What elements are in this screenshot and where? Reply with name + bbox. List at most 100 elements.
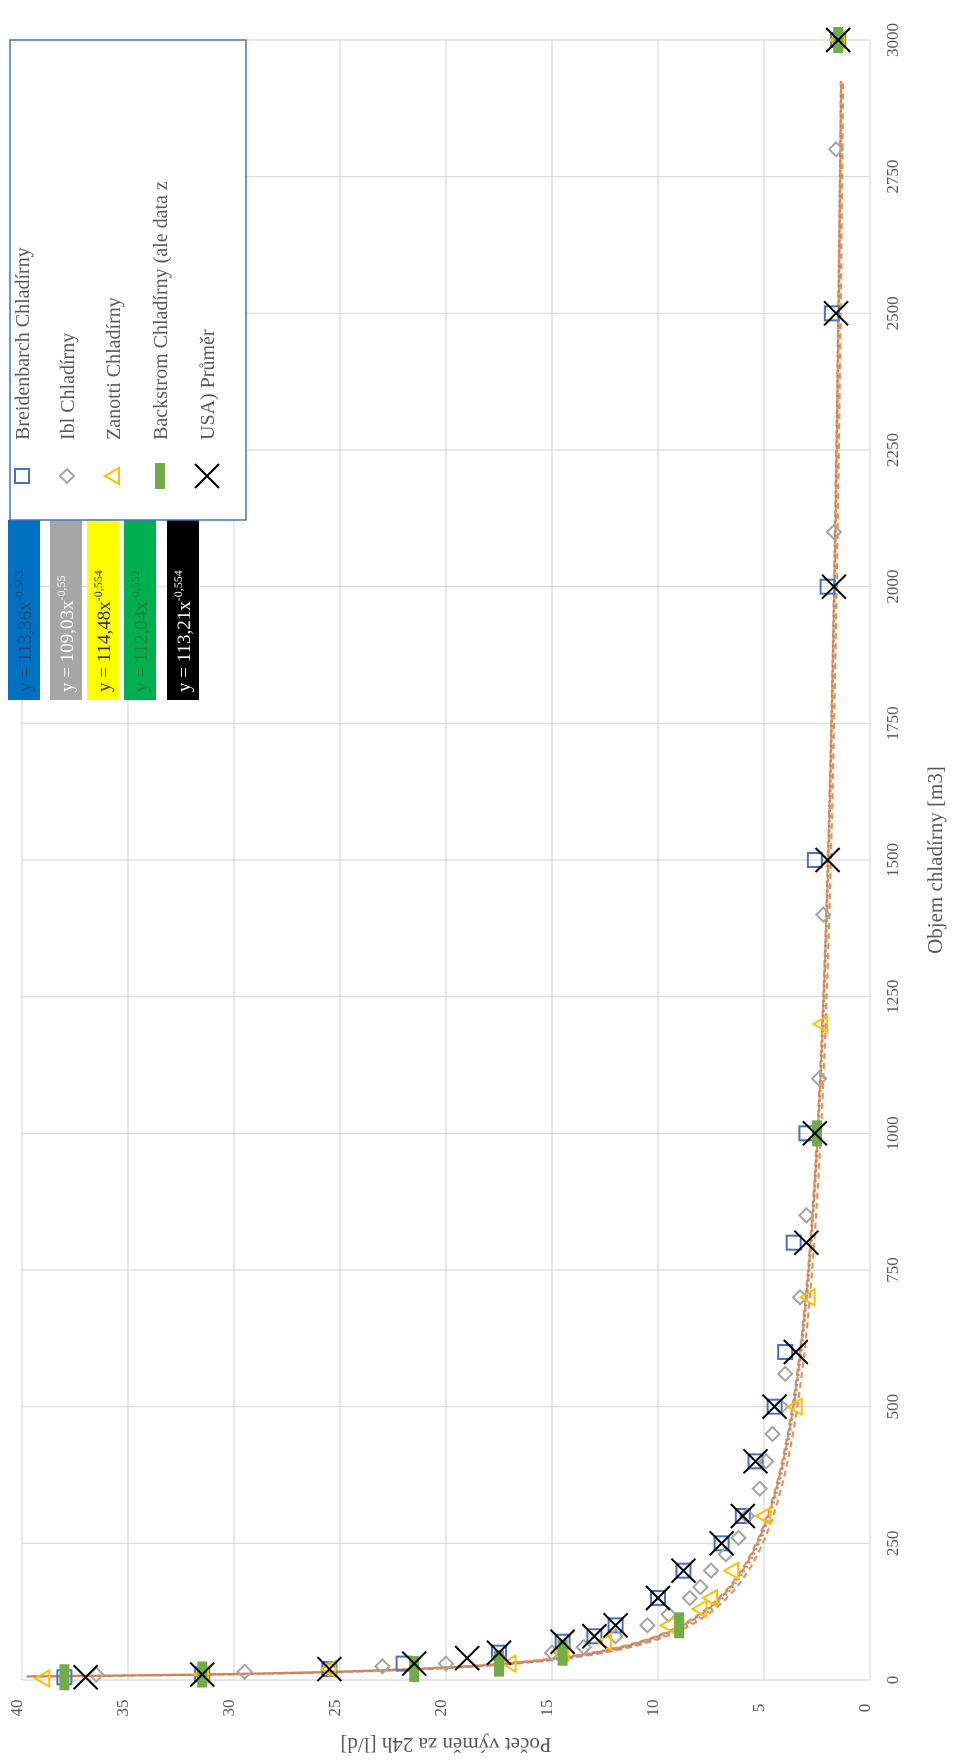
trendline-label-box — [87, 520, 119, 700]
marker-x — [581, 1623, 608, 1649]
x-tick-label: 2750 — [883, 160, 902, 194]
y-tick-label: 15 — [537, 1700, 556, 1717]
marker-x-stroke — [823, 300, 849, 327]
marker-x-stroke — [708, 1530, 735, 1557]
marker-diamond — [437, 1655, 455, 1673]
y-axis-title: Počet výměn za 24h [l/d] — [340, 1733, 551, 1757]
marker-diamond — [702, 1562, 720, 1580]
marker-diamond — [681, 1589, 699, 1607]
x-tick-label: 250 — [883, 1531, 902, 1557]
marker-square — [586, 1628, 603, 1645]
marker-x-stroke — [645, 1585, 671, 1611]
marker-x-stroke — [549, 1629, 576, 1655]
legend-marker — [155, 463, 165, 489]
trend-curve — [32, 81, 842, 1678]
y-tick-label: 30 — [219, 1700, 238, 1717]
x-tick-label: 0 — [883, 1676, 902, 1685]
marker-diamond — [373, 1657, 391, 1675]
trendline-exponent: -0,554 — [91, 570, 105, 601]
marker-x — [401, 1650, 427, 1677]
trendline-label-box — [50, 520, 82, 700]
trendline-label-box — [8, 520, 40, 700]
marker-x — [730, 1503, 756, 1529]
marker-square — [777, 1344, 794, 1360]
legend: Breidenbarch Chladírny Ibl Chladírny Zanot… — [9, 39, 247, 521]
x-tick-label: 1750 — [883, 706, 902, 740]
legend-marker — [102, 466, 120, 486]
marker-x-stroke — [486, 1639, 512, 1666]
marker-x-stroke — [194, 463, 220, 489]
marker-diamond — [691, 1578, 709, 1596]
y-tick-label: 0 — [855, 1704, 874, 1713]
marker-x-stroke — [401, 1650, 427, 1677]
marker-diamond — [730, 1529, 747, 1547]
marker-diamond — [827, 140, 845, 158]
marker-diamond — [757, 1452, 775, 1470]
marker-triangle — [722, 1560, 740, 1581]
trendline-exponent: -0,55 — [54, 576, 68, 601]
trendline-exponent: -0,563 — [12, 570, 26, 601]
y-tick-label: 25 — [325, 1700, 344, 1717]
marker-x — [821, 573, 847, 600]
marker-x — [454, 1645, 480, 1671]
marker-square — [806, 852, 823, 868]
marker-x — [549, 1629, 576, 1655]
legend-label: Ibl Chladírny — [57, 333, 79, 440]
trend-curve — [28, 81, 843, 1678]
marker-dash — [812, 1120, 822, 1147]
marker-x — [189, 1661, 215, 1688]
marker-x-stroke — [316, 1656, 343, 1682]
legend-box — [9, 39, 247, 521]
marker-triangle — [690, 1599, 708, 1619]
marker-x — [802, 1120, 828, 1147]
x-axis-title: Objem chladírny [m3] — [923, 766, 947, 954]
marker-x-stroke — [825, 27, 851, 53]
marker-diamond — [797, 1206, 815, 1224]
marker-diamond — [814, 906, 832, 924]
marker-triangle — [811, 1014, 829, 1034]
marker-triangle — [319, 1659, 337, 1679]
legend-label: Breidenbarch Chladírny — [12, 247, 34, 440]
marker-square — [734, 1508, 751, 1524]
marker-square — [823, 305, 840, 322]
x-tick-label: 1000 — [883, 1116, 902, 1150]
marker-x — [486, 1639, 512, 1666]
marker-x-stroke — [814, 847, 841, 873]
marker-diamond — [810, 1070, 828, 1088]
marker-diamond — [575, 1638, 593, 1656]
legend-label: Zanotti Chladírny — [103, 297, 125, 440]
marker-x-stroke — [802, 1120, 828, 1147]
x-tick-label: 750 — [883, 1257, 902, 1283]
marker-triangle — [700, 1588, 718, 1608]
marker-x-stroke — [189, 1661, 215, 1688]
marker-x-stroke — [602, 1612, 629, 1639]
marker-dash — [494, 1650, 504, 1677]
marker-square — [650, 1590, 666, 1606]
trend-curve — [27, 81, 845, 1678]
marker-diamond — [776, 1365, 794, 1383]
trendline-label-box — [124, 520, 156, 700]
marker-x-stroke — [72, 1664, 99, 1690]
marker-x — [645, 1585, 671, 1611]
trendline-label-box — [167, 520, 199, 700]
marker-diamond — [236, 1663, 254, 1681]
marker-diamond — [751, 1480, 769, 1498]
marker-x — [825, 27, 851, 53]
marker-square — [675, 1562, 692, 1579]
marker-diamond — [764, 1425, 781, 1443]
legend-marker — [58, 467, 76, 485]
x-tick-label: 2250 — [883, 433, 902, 467]
marker-x — [602, 1612, 629, 1639]
axes: 0250500750100012501500175020002250250027… — [7, 23, 947, 1757]
marker-x — [708, 1530, 735, 1557]
y-tick-label: 5 — [749, 1704, 768, 1713]
marker-x-stroke — [730, 1503, 756, 1529]
legend-marker — [14, 468, 30, 484]
x-tick-label: 2000 — [883, 570, 902, 604]
marker-dash — [557, 1639, 568, 1666]
marker-square — [785, 1234, 802, 1251]
marker-square — [747, 1453, 764, 1470]
marker-square — [766, 1398, 783, 1415]
